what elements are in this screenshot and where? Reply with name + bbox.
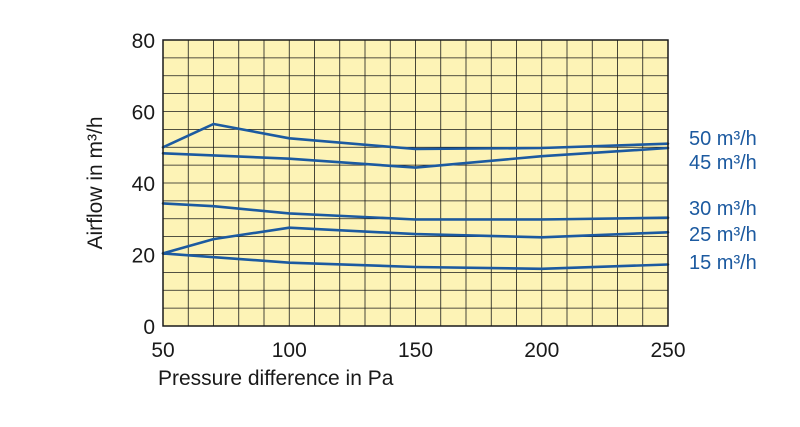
series-lines (161, 122, 670, 271)
y-tick-label: 40 (132, 173, 155, 196)
series-line-3 (161, 226, 670, 255)
x-tick-label: 50 (151, 339, 174, 362)
y-tick-label: 80 (132, 30, 155, 53)
x-tick-labels: 50 100 150 200 250 (151, 339, 685, 362)
plot-border (162, 39, 669, 327)
series-line-1 (161, 146, 670, 169)
x-tick-label: 150 (398, 339, 433, 362)
series-labels: 50 m³/h45 m³/h 30 m³/h 25 m³/h 15 m³/h (689, 128, 757, 274)
x-axis-label: Pressure difference in Pa (158, 367, 394, 390)
series-label: 15 m³/h (689, 252, 757, 274)
series-label: 45 m³/h (689, 152, 757, 174)
series-label: 50 m³/h (689, 128, 757, 150)
y-tick-label: 60 (132, 102, 155, 125)
y-tick-label: 0 (143, 316, 155, 339)
y-axis-label: Airflow in m³/h (84, 116, 107, 249)
series-label: 25 m³/h (689, 224, 757, 246)
grid-lines (163, 40, 668, 326)
y-tick-label: 20 (132, 245, 155, 268)
series-line-2 (161, 202, 670, 221)
series-line-0 (161, 122, 670, 151)
x-tick-label: 100 (272, 339, 307, 362)
series-label: 30 m³/h (689, 198, 757, 220)
y-tick-labels: 0 20 40 60 80 (132, 30, 155, 339)
x-tick-label: 250 (650, 339, 685, 362)
x-tick-label: 200 (524, 339, 559, 362)
series-line-4 (161, 252, 670, 271)
